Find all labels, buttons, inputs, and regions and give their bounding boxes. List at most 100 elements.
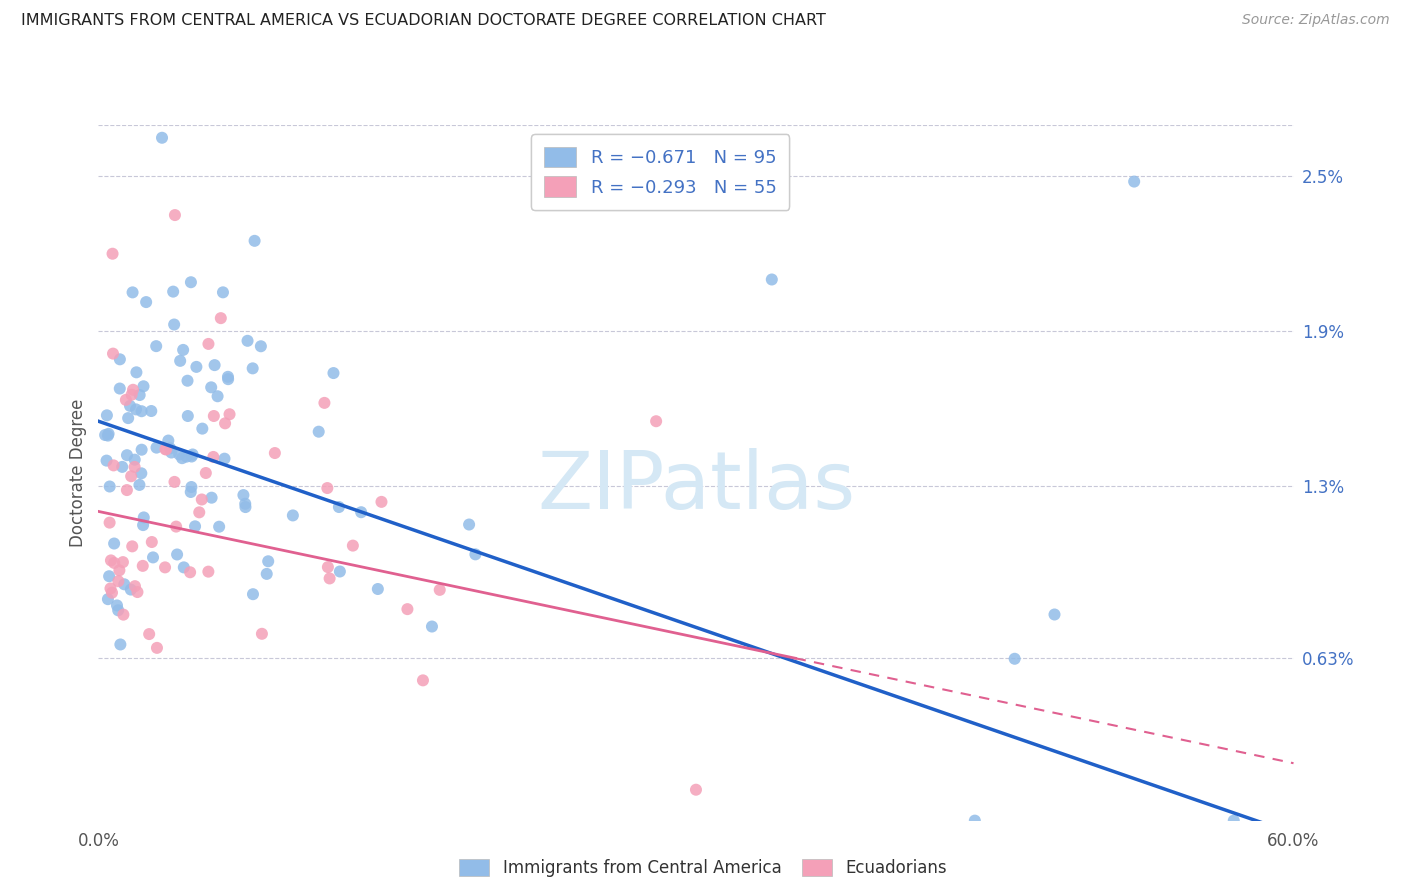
Point: [172, 451, 194, 466]
Point: [350, 505, 373, 519]
Point: [155, 442, 177, 457]
Point: [131, 467, 153, 481]
Point: [169, 354, 191, 368]
Point: [173, 560, 195, 574]
Point: [132, 379, 155, 393]
Point: [138, 627, 160, 641]
Point: [141, 404, 163, 418]
Point: [94, 428, 117, 442]
Legend: Immigrants from Central America, Ecuadorians: Immigrants from Central America, Ecuador…: [453, 852, 953, 884]
Point: [214, 451, 236, 466]
Point: [105, 599, 128, 613]
Point: [128, 388, 150, 402]
Point: [121, 540, 143, 554]
Point: [135, 295, 157, 310]
Point: [115, 483, 138, 497]
Point: [458, 517, 481, 532]
Text: IMMIGRANTS FROM CENTRAL AMERICA VS ECUADORIAN DOCTORATE DEGREE CORRELATION CHART: IMMIGRANTS FROM CENTRAL AMERICA VS ECUAD…: [21, 13, 825, 29]
Point: [176, 450, 198, 464]
Point: [125, 365, 148, 379]
Point: [243, 234, 266, 248]
Point: [202, 409, 225, 423]
Point: [118, 399, 141, 413]
Point: [108, 382, 131, 396]
Point: [212, 285, 235, 300]
Point: [101, 585, 124, 599]
Point: [121, 388, 143, 402]
Point: [1123, 175, 1146, 189]
Point: [120, 582, 142, 597]
Point: [197, 337, 219, 351]
Point: [217, 372, 239, 386]
Point: [124, 459, 146, 474]
Point: [98, 479, 121, 493]
Point: [110, 638, 132, 652]
Point: [200, 380, 222, 394]
Point: [124, 452, 146, 467]
Point: [115, 448, 138, 462]
Point: [208, 519, 231, 533]
Point: [191, 422, 214, 436]
Point: [100, 582, 122, 596]
Point: [180, 450, 202, 464]
Point: [180, 485, 202, 500]
Point: [314, 396, 336, 410]
Point: [166, 548, 188, 562]
Point: [122, 383, 145, 397]
Point: [97, 592, 120, 607]
Text: ZIPatlas: ZIPatlas: [537, 448, 855, 525]
Legend: R = −0.671   N = 95, R = −0.293   N = 55: R = −0.671 N = 95, R = −0.293 N = 55: [531, 134, 789, 210]
Point: [232, 488, 254, 502]
Point: [242, 587, 264, 601]
Point: [1223, 814, 1246, 828]
Point: [103, 556, 125, 570]
Point: [191, 492, 214, 507]
Point: [160, 445, 183, 459]
Point: [236, 334, 259, 348]
Point: [125, 402, 148, 417]
Point: [98, 569, 121, 583]
Point: [188, 505, 211, 519]
Point: [162, 285, 184, 299]
Point: [316, 560, 339, 574]
Point: [370, 495, 392, 509]
Point: [103, 458, 125, 473]
Point: [308, 425, 330, 439]
Point: [429, 582, 451, 597]
Point: [1043, 607, 1066, 622]
Point: [120, 469, 142, 483]
Point: [367, 582, 389, 596]
Point: [342, 539, 364, 553]
Point: [132, 510, 155, 524]
Point: [132, 558, 155, 573]
Point: [100, 553, 122, 567]
Point: [329, 565, 352, 579]
Point: [145, 441, 167, 455]
Point: [207, 389, 229, 403]
Point: [107, 603, 129, 617]
Point: [131, 442, 153, 457]
Point: [180, 480, 202, 494]
Point: [218, 407, 240, 421]
Point: [127, 585, 149, 599]
Point: [97, 426, 120, 441]
Point: [128, 478, 150, 492]
Point: [250, 627, 273, 641]
Point: [107, 574, 129, 589]
Point: [101, 246, 124, 260]
Point: [204, 358, 226, 372]
Point: [131, 404, 153, 418]
Point: [159, 442, 181, 456]
Point: [194, 466, 217, 480]
Point: [318, 571, 340, 585]
Point: [150, 130, 173, 145]
Point: [132, 518, 155, 533]
Text: Source: ZipAtlas.com: Source: ZipAtlas.com: [1241, 13, 1389, 28]
Point: [176, 374, 198, 388]
Point: [163, 475, 186, 489]
Point: [396, 602, 419, 616]
Point: [96, 409, 118, 423]
Point: [685, 782, 707, 797]
Point: [172, 343, 194, 357]
Point: [98, 516, 121, 530]
